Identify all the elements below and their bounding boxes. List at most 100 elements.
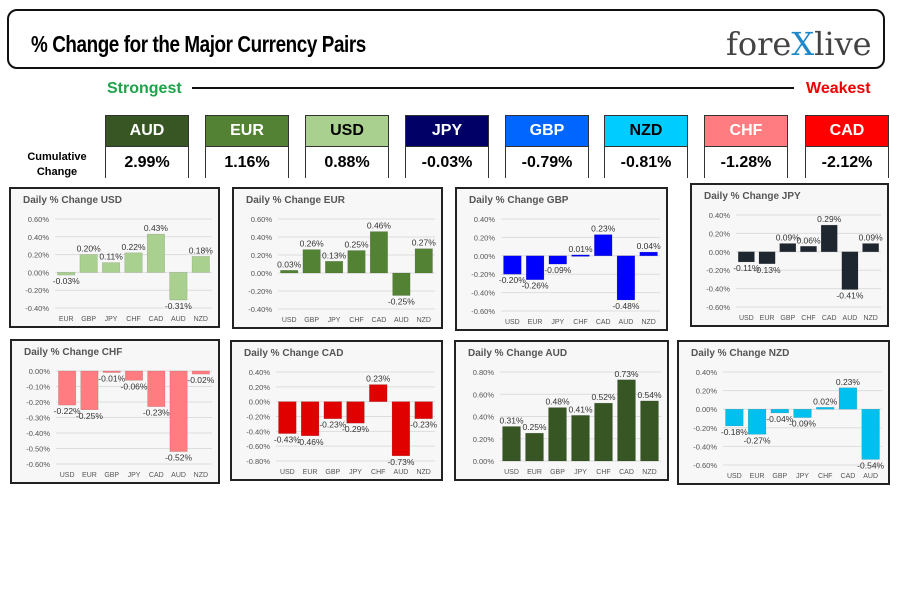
data-label: -0.26% — [522, 281, 549, 291]
currency-tile-nzd: NZD -0.81% — [604, 115, 688, 179]
data-label: 0.52% — [591, 392, 616, 402]
data-label: -0.01% — [98, 374, 125, 384]
cumulative-value: -1.28% — [705, 147, 787, 179]
bar — [347, 250, 366, 274]
data-label: -0.20% — [499, 275, 526, 285]
cumulative-value: -2.12% — [806, 147, 888, 179]
bar — [146, 233, 165, 273]
x-tick-label: USD — [739, 315, 754, 322]
bar — [548, 255, 567, 265]
y-tick-label: 0.60% — [28, 215, 50, 224]
page-title: % Change for the Major Currency Pairs — [31, 31, 366, 57]
bar — [391, 401, 411, 457]
weakest-label: Weakest — [806, 80, 871, 97]
chart-gbp: Daily % Change GBP 0.40% 0.20% 0.00% -0.20% -… — [455, 187, 668, 331]
y-tick-label: -0.60% — [26, 460, 50, 469]
x-tick-label: EUR — [59, 316, 74, 323]
y-tick-label: 0.40% — [696, 368, 718, 377]
y-tick-label: -0.40% — [706, 285, 730, 294]
bar — [725, 408, 744, 427]
y-tick-label: 0.20% — [696, 387, 718, 396]
x-tick-label: JPY — [328, 317, 341, 324]
y-tick-label: 0.40% — [28, 233, 50, 242]
y-tick-label: -0.50% — [26, 445, 50, 454]
currency-code: JPY — [406, 116, 488, 147]
y-tick-label: 0.00% — [29, 367, 51, 376]
data-label: 0.11% — [99, 252, 123, 262]
currency-code: AUD — [106, 116, 188, 147]
bar — [758, 251, 776, 265]
currency-code: GBP — [506, 116, 588, 147]
currency-code: EUR — [206, 116, 288, 147]
x-tick-label: JPY — [105, 316, 118, 323]
data-label: -0.48% — [612, 301, 639, 311]
x-tick-label: NZD — [642, 469, 656, 476]
bar — [617, 379, 636, 462]
y-tick-label: -0.40% — [26, 429, 50, 438]
x-tick-label: CAD — [619, 469, 634, 476]
data-label: -0.18% — [721, 427, 748, 437]
data-label: 0.31% — [499, 416, 524, 426]
data-label: -0.09% — [789, 419, 816, 429]
y-tick-label: 0.60% — [251, 215, 273, 224]
bar — [124, 252, 143, 273]
chart-usd: Daily % Change USD 0.60% 0.40% 0.20% 0.00% -0… — [9, 187, 220, 328]
bar — [57, 272, 76, 276]
bar — [861, 408, 880, 460]
bar — [102, 262, 121, 273]
data-label: 0.13% — [322, 250, 347, 260]
y-tick-label: -0.40% — [248, 305, 272, 314]
currency-tile-eur: EUR 1.16% — [205, 115, 289, 179]
x-tick-label: GBP — [772, 473, 787, 480]
x-tick-label: EUR — [82, 472, 97, 479]
x-tick-label: GBP — [81, 316, 96, 323]
data-label: -0.02% — [187, 375, 214, 385]
chart-title: Daily % Change CHF — [24, 347, 123, 358]
bar — [548, 407, 567, 462]
x-tick-label: GBP — [104, 472, 119, 479]
x-tick-label: CHF — [596, 469, 610, 476]
x-tick-label: USD — [282, 317, 297, 324]
x-tick-label: CAD — [372, 317, 387, 324]
bar — [841, 251, 859, 290]
x-tick-label: CHF — [801, 315, 815, 322]
bar — [369, 231, 388, 274]
bar — [502, 426, 521, 462]
data-label: 0.43% — [144, 223, 169, 233]
cumulative-value: -0.81% — [605, 147, 687, 179]
currency-tile-jpy: JPY -0.03% — [405, 115, 489, 179]
y-tick-label: -0.20% — [471, 270, 495, 279]
x-tick-label: EUR — [750, 473, 765, 480]
data-label: -0.46% — [297, 437, 324, 447]
data-label: -0.52% — [165, 453, 192, 463]
currency-tile-aud: AUD 2.99% — [105, 115, 189, 179]
x-tick-label: AUD — [171, 472, 186, 479]
bar — [594, 402, 613, 462]
bar — [525, 255, 545, 280]
bar — [280, 270, 299, 274]
data-label: 0.09% — [859, 233, 884, 243]
y-tick-label: 0.40% — [249, 368, 271, 377]
y-tick-label: -0.20% — [693, 424, 717, 433]
chart-cad: Daily % Change CAD 0.40% 0.20% 0.00% -0.20% -… — [230, 340, 443, 481]
data-label: 0.25% — [344, 240, 369, 250]
chart-title: Daily % Change NZD — [691, 348, 790, 359]
chart-title: Daily % Change JPY — [704, 191, 801, 202]
data-label: 0.09% — [776, 233, 801, 243]
currency-tile-usd: USD 0.88% — [305, 115, 389, 179]
data-label: 0.01% — [568, 244, 593, 254]
data-label: 0.27% — [412, 238, 437, 248]
bar — [640, 400, 659, 462]
bar — [816, 407, 835, 410]
cumulative-value: -0.79% — [506, 147, 588, 179]
data-label: -0.06% — [121, 381, 148, 391]
y-tick-label: 0.20% — [709, 229, 731, 238]
bar — [169, 272, 188, 301]
data-label: -0.25% — [76, 411, 103, 421]
data-label: -0.31% — [165, 301, 192, 311]
y-tick-label: 0.80% — [473, 368, 495, 377]
strongest-label: Strongest — [107, 80, 182, 97]
y-tick-label: -0.60% — [471, 307, 495, 316]
data-label: -0.23% — [319, 420, 346, 430]
bar — [323, 401, 342, 419]
